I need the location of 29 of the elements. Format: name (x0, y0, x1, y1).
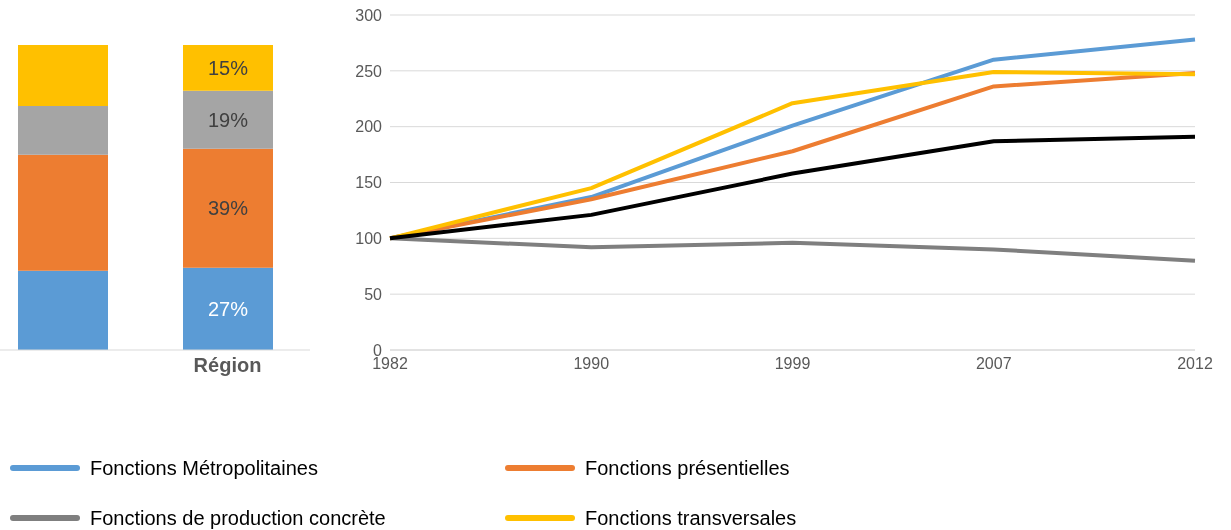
x-tick-label: 1990 (573, 355, 610, 373)
data-label: 39% (207, 197, 249, 220)
legend-label: Fonctions présentielles (585, 456, 790, 480)
bar (183, 267, 273, 350)
bar (18, 270, 108, 350)
y-tick-label: 300 (355, 6, 383, 24)
x-tick-label: Région (193, 354, 262, 377)
y-tick-label: 100 (355, 230, 383, 248)
bar (183, 90, 273, 149)
data-label: 15% (207, 56, 249, 79)
x-tick-label: 2012 (1177, 355, 1213, 373)
bar (18, 154, 108, 271)
data-label: 19% (207, 108, 249, 131)
line-series (388, 134, 1197, 241)
bar (183, 148, 273, 268)
y-tick-label: 200 (355, 118, 383, 136)
bar (18, 106, 108, 155)
legend-label: Fonctions transversales (585, 506, 797, 530)
x-tick-label: 2007 (975, 355, 1012, 373)
data-label: 27% (207, 297, 249, 320)
y-tick-label: 250 (355, 62, 383, 80)
legend-label: Fonctions Métropolitaines (90, 456, 318, 480)
y-tick-label: 50 (364, 285, 383, 303)
x-tick-label: 1982 (372, 355, 408, 373)
bar (18, 45, 108, 106)
y-tick-label: 150 (355, 174, 383, 192)
bar (183, 45, 273, 91)
x-tick-label: 1999 (774, 355, 811, 373)
legend-label: Fonctions de production concrète (90, 506, 386, 530)
